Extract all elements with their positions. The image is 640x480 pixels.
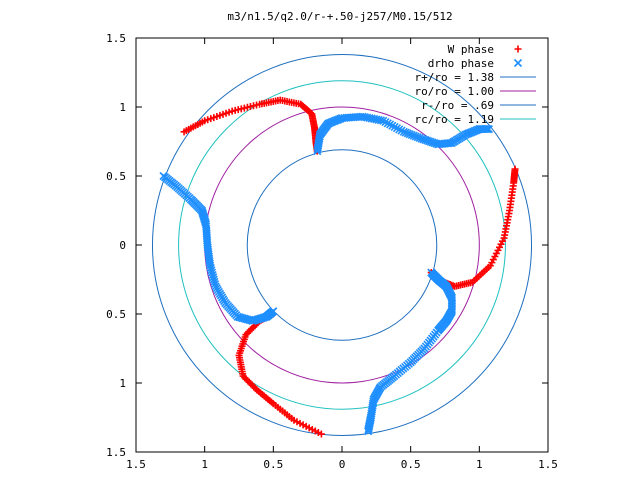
data-points <box>159 96 519 438</box>
legend-label: rc/ro = 1.19 <box>415 113 494 126</box>
series-2-point <box>207 268 217 277</box>
series-1-point <box>317 430 325 438</box>
circle-1 <box>151 54 533 436</box>
x-tick-label: 1 <box>476 458 483 471</box>
legend-label: r+/ro = 1.38 <box>415 71 494 84</box>
series-2-point <box>484 125 494 134</box>
y-tick-label: 0 <box>119 239 126 252</box>
legend-label: r-/ro = .69 <box>421 99 494 112</box>
x-tick-label: 1 <box>201 458 208 471</box>
circle-3 <box>246 149 438 341</box>
series-2-point <box>206 261 215 270</box>
x-tick-label: 0 <box>339 458 346 471</box>
series-2-point <box>207 266 216 275</box>
legend-label: W phase <box>448 43 494 56</box>
circle-4 <box>178 80 506 410</box>
y-tick-label: 1 <box>119 101 126 114</box>
series-2-point <box>210 280 220 289</box>
y-tick-label: 0.5 <box>106 308 126 321</box>
y-tick-label: 0.5 <box>106 170 126 183</box>
series-2-point <box>209 275 218 284</box>
chart-title: m3/n1.5/q2.0/r-+.50-j257/M0.15/512 <box>227 10 452 23</box>
series-1-point <box>243 329 251 337</box>
x-tick-label: 0.5 <box>263 458 283 471</box>
legend-swatch <box>514 45 522 53</box>
series-2-point <box>444 139 453 148</box>
x-tick-label: 1.5 <box>126 458 146 471</box>
series-2-point <box>209 273 218 282</box>
y-tick-label: 1.5 <box>106 446 126 459</box>
series-2-point <box>269 307 278 316</box>
series-2-point <box>376 116 385 125</box>
legend-label: drho phase <box>428 57 494 70</box>
series-2-point <box>364 427 373 436</box>
series-2-point <box>208 270 217 279</box>
y-tick-label: 1 <box>119 377 126 390</box>
x-tick-label: 0.5 <box>401 458 421 471</box>
series-2-point <box>364 425 373 434</box>
legend-swatch <box>513 58 523 68</box>
axis-ticks: 1.5 1 0.5 0 0.5 1 1.51.510.500.511.5 <box>106 32 558 471</box>
x-tick-label: 1.5 <box>538 458 558 471</box>
series-2-point <box>206 263 215 273</box>
series-1-point <box>511 165 519 173</box>
reference-circles <box>151 54 533 436</box>
y-tick-label: 1.5 <box>106 32 126 45</box>
series-2-point <box>210 277 219 286</box>
legend-label: ro/ro = 1.00 <box>415 85 494 98</box>
